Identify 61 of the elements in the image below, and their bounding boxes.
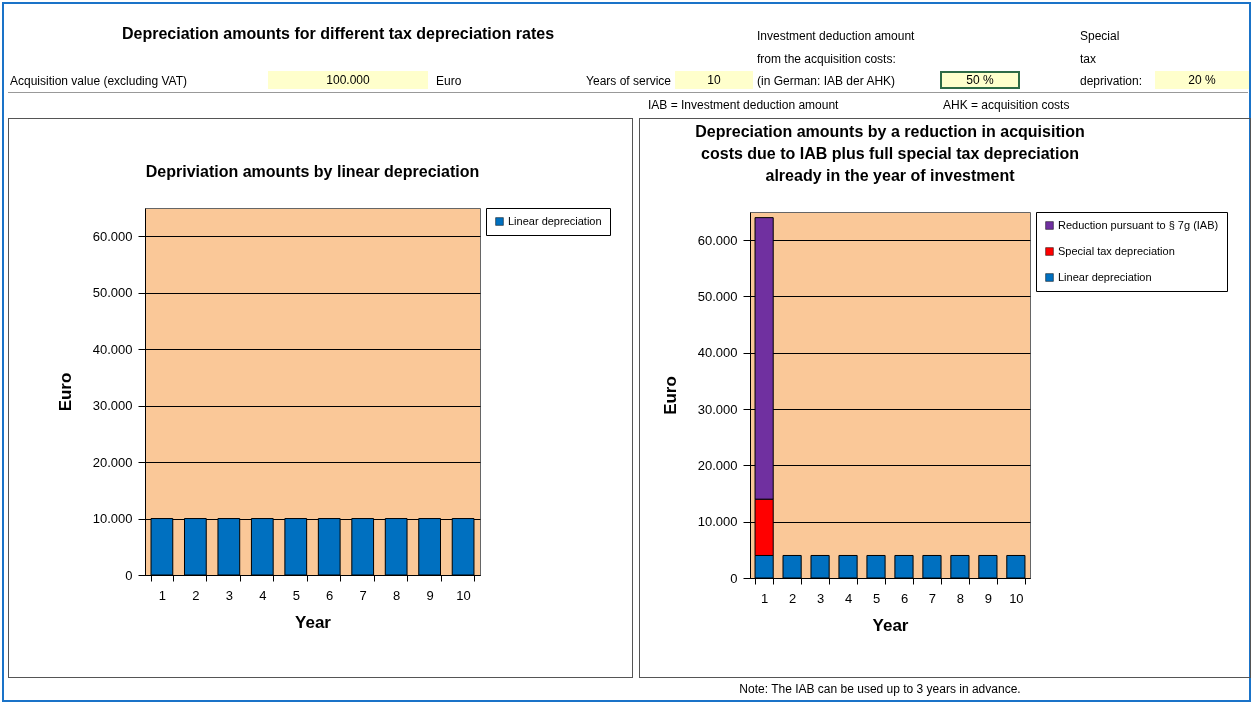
x-tick-label: 7 [928, 590, 937, 606]
x-tick-label: 3 [816, 590, 825, 606]
text: Note: The IAB can be used up to 3 years in advance. [739, 682, 1021, 697]
y-tick-label: 20.000 [697, 457, 738, 473]
legend-label: Linear depreciation [508, 214, 602, 227]
text: 100.000 [268, 71, 428, 89]
y-axis-title: Euro [55, 372, 75, 412]
chart-title: Depriviation amounts by linear depreciation [145, 162, 480, 180]
text: IAB = Investment deduction amount [648, 98, 839, 113]
y-tick-label: 0 [730, 570, 738, 586]
x-tick-label: 1 [761, 590, 769, 606]
text: Acquisition value (excluding VAT) [10, 74, 187, 89]
text: Depreciation amounts for different tax depreciation rates [121, 25, 555, 42]
text: tax [1080, 52, 1097, 67]
y-tick-label: 10.000 [92, 511, 133, 527]
x-tick-label: 8 [393, 587, 401, 603]
x-tick-label: 4 [259, 587, 267, 603]
text: Euro [436, 74, 462, 89]
x-tick-label: 1 [158, 587, 167, 603]
x-tick-label: 5 [292, 587, 300, 603]
y-tick-label: 20.000 [92, 454, 133, 470]
x-tick-label: 9 [984, 590, 993, 606]
text: from the acquisition costs: [757, 52, 896, 67]
x-tick-label: 6 [326, 587, 334, 603]
text: 20 % [1155, 71, 1249, 89]
x-tick-label: 8 [956, 590, 965, 606]
legend-label: Reduction pursuant to § 7g (IAB) [1058, 218, 1219, 231]
text: 10 [675, 71, 753, 89]
legend-label: Special tax depreciation [1058, 244, 1175, 257]
chart-title: Depreciation amounts by a reduction in acquisition costs due to IAB plus full special tax depreciation already in the year of investment [695, 122, 1085, 184]
text: (in German: IAB der AHK) [757, 74, 896, 89]
text: Special [1080, 29, 1120, 44]
x-tick-label: 7 [359, 587, 367, 603]
y-tick-label: 40.000 [92, 341, 133, 357]
x-axis-title: Year [872, 615, 909, 635]
x-axis-title: Year [295, 612, 332, 632]
text: 50 % [940, 71, 1020, 89]
x-tick-label: 9 [426, 587, 434, 603]
x-tick-label: 3 [225, 587, 233, 603]
text: Investment deduction amount [757, 29, 915, 44]
x-tick-label: 4 [844, 590, 853, 606]
y-tick-label: 30.000 [92, 398, 133, 414]
y-tick-label: 40.000 [697, 345, 738, 361]
x-tick-label: 6 [900, 590, 909, 606]
y-tick-label: 60.000 [92, 228, 133, 244]
x-tick-label: 10 [456, 587, 471, 603]
x-tick-label: 5 [872, 590, 881, 606]
y-axis-title: Euro [660, 376, 680, 415]
y-tick-label: 0 [125, 567, 133, 583]
y-tick-label: 10.000 [697, 514, 738, 530]
text: Years of service [586, 74, 671, 89]
y-tick-label: 50.000 [92, 285, 133, 301]
x-tick-label: 2 [788, 590, 797, 606]
text: AHK = acquisition costs [943, 98, 1070, 113]
y-tick-label: 30.000 [697, 401, 738, 417]
text: deprivation: [1080, 74, 1143, 89]
legend-label: Linear depreciation [1058, 270, 1152, 283]
x-tick-label: 2 [192, 587, 200, 603]
x-tick-label: 10 [1009, 590, 1024, 606]
y-tick-label: 50.000 [697, 288, 738, 304]
y-tick-label: 60.000 [697, 232, 738, 248]
